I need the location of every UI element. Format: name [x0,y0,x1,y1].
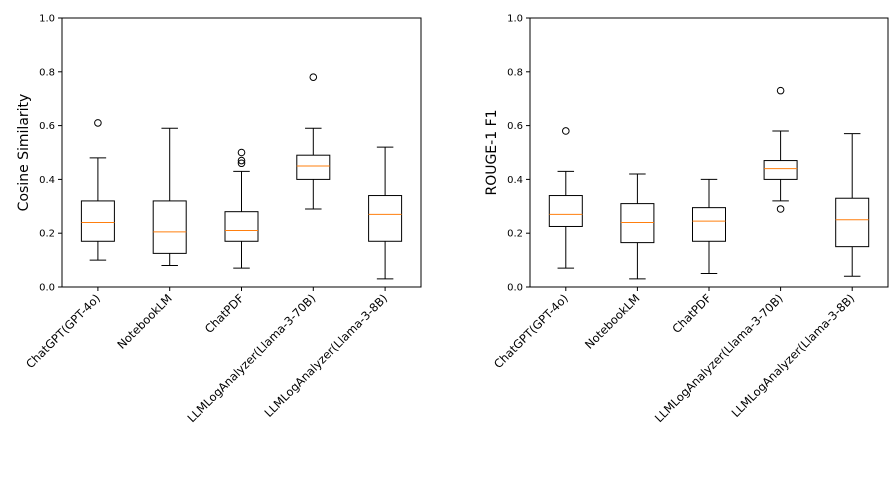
outlier-point [237,159,246,168]
subplot-1: 0.0 0.2 0.4 0.6 0.8 1.0 Cosine Similarity ChatG… [16,14,422,425]
box-iqr [80,200,115,242]
outlier-point [776,86,785,95]
x-tick-label: ChatPDF [202,291,247,336]
box-5 [368,146,403,280]
x-tick-label: ChatGPT(GPT-4o) [491,291,571,371]
x-tick-label: NotebookLM [114,291,175,352]
y-tick-label: 0.0 [39,283,55,294]
outlier-point [776,205,785,213]
outlier-point [309,73,318,81]
box-iqr [296,154,331,180]
y-tick-label: 0.0 [507,283,523,294]
y-tick-label: 0.4 [39,175,55,186]
y-tick-label: 0.4 [507,175,523,186]
outlier-point [562,127,570,135]
y-tick-label: 1.0 [39,14,55,25]
box-iqr [224,211,259,242]
outlier-point [94,119,102,127]
y-axis-label: Cosine Similarity [16,94,32,212]
box-3 [224,148,259,269]
outlier-point [237,148,246,157]
box-4 [296,73,331,210]
box-3 [692,178,726,275]
x-tick-label: ChatPDF [669,291,714,336]
box-iqr [763,160,798,180]
box-4 [763,86,798,213]
x-tick-label: ChatGPT(GPT-4o) [23,291,103,371]
y-tick-label: 0.8 [507,67,523,78]
box-iqr [835,197,870,248]
outlier-point [237,156,246,165]
box-5 [835,133,870,277]
box-iqr [368,195,403,242]
y-axis-label: ROUGE-1 F1 [484,109,500,195]
y-tick-label: 0.6 [39,121,55,132]
box-1 [548,127,583,269]
box-iqr [548,195,583,227]
box-2 [152,127,187,266]
x-tick-label: LLMLogAnalyzer(Llama-3-70B) [652,291,786,425]
x-tick-label: LLMLogAnalyzer(Llama-3-8B) [729,291,858,420]
box-iqr [692,207,726,242]
box-iqr [152,200,187,254]
subplot-2: 0.0 0.2 0.4 0.6 0.8 1.0 ROUGE-1 F1 ChatGPT(GPT-… [484,14,889,425]
y-tick-label: 1.0 [507,14,523,25]
box-iqr [620,203,655,244]
box-1 [80,119,115,261]
y-tick-label: 0.2 [39,229,55,240]
x-tick-label: LLMLogAnalyzer(Llama-3-70B) [185,291,319,425]
y-tick-label: 0.8 [39,67,55,78]
y-tick-label: 0.6 [507,121,523,132]
y-tick-label: 0.2 [507,229,523,240]
x-tick-label: NotebookLM [582,291,643,352]
box-2 [620,173,655,280]
x-tick-label: LLMLogAnalyzer(Llama-3-8B) [262,291,391,420]
